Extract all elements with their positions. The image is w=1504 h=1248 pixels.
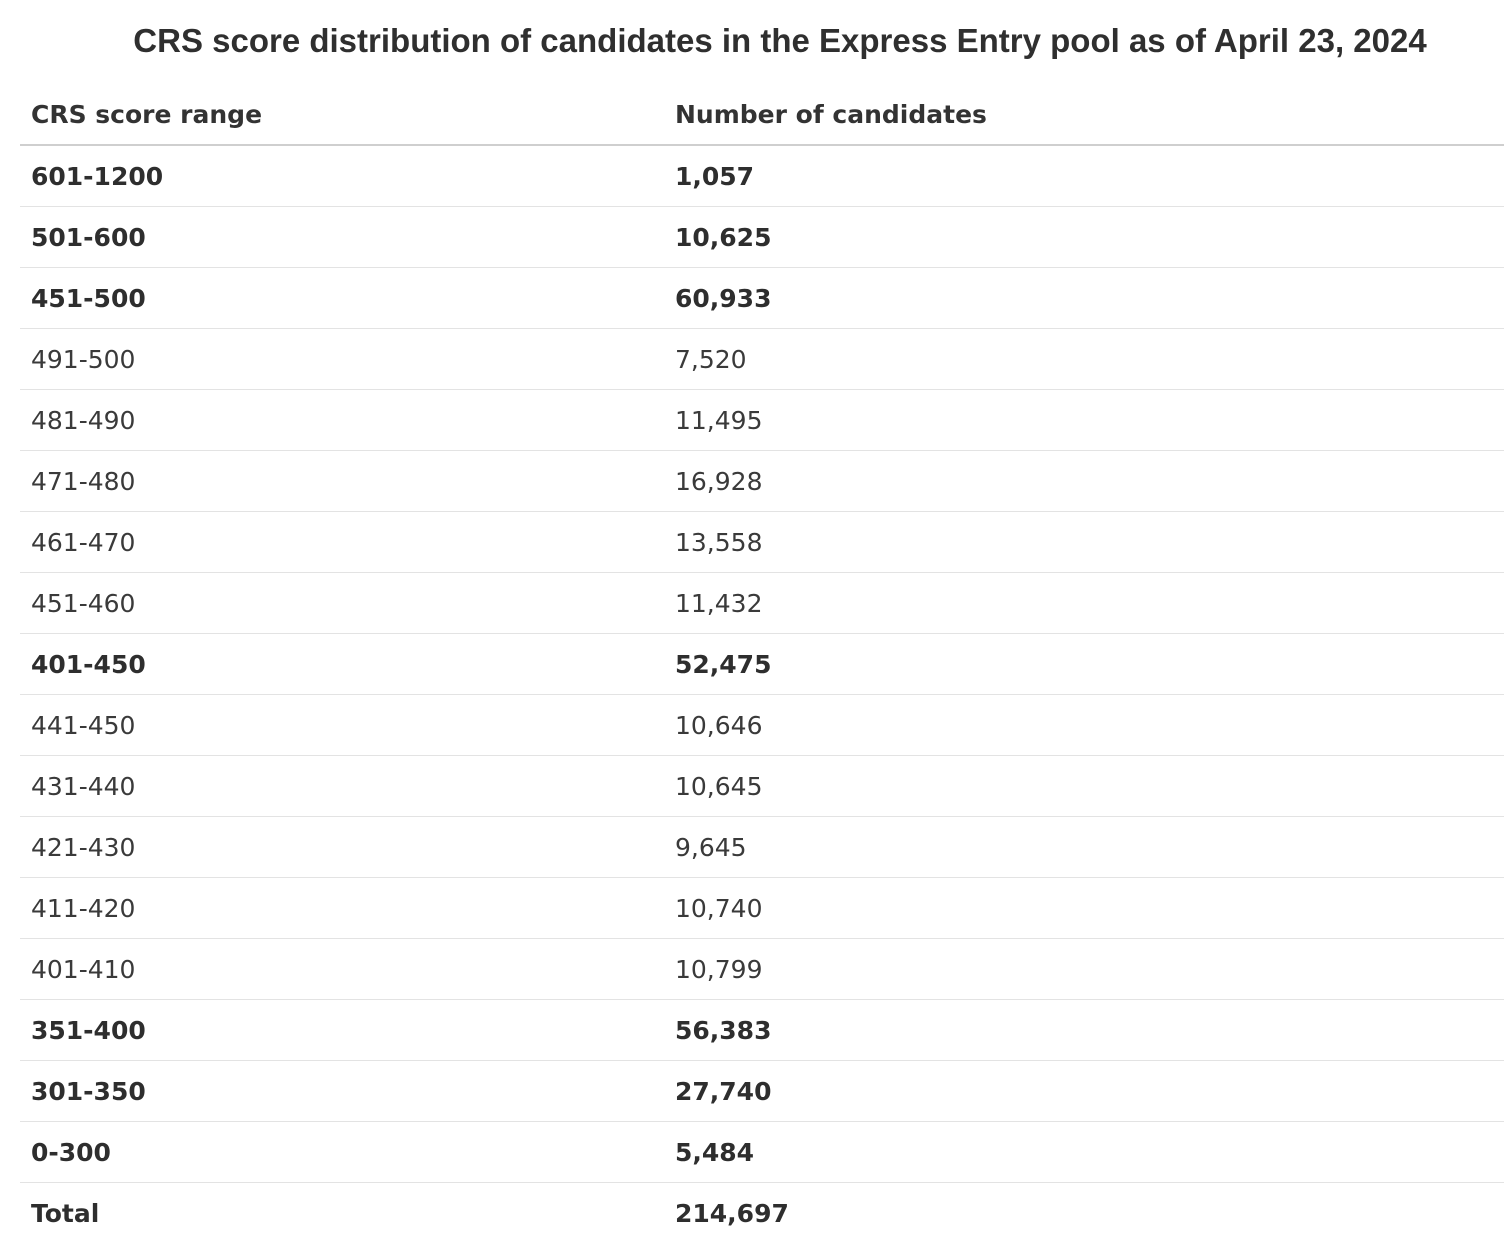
table-row: 301-350 27,740: [20, 1060, 1504, 1122]
table-row: 501-600 10,625: [20, 206, 1504, 268]
cell-score-range: 471-480: [20, 450, 664, 512]
cell-candidate-count: 214,697: [675, 1198, 789, 1228]
table-row: 471-480 16,928: [20, 450, 1504, 512]
table-row-total: Total 214,697: [20, 1183, 1504, 1244]
cell-candidate-count: 52,475: [664, 633, 1504, 695]
cell-candidate-count: 16,928: [664, 450, 1504, 512]
cell-score-range: 451-460: [20, 572, 664, 634]
table-row: 451-500 60,933: [20, 267, 1504, 329]
table-header-row: CRS score range Number of candidates: [20, 84, 1504, 146]
cell-candidate-count: 10,740: [664, 877, 1504, 939]
cell-candidate-count: 5,484: [664, 1121, 1504, 1183]
cell-score-range: 351-400: [20, 999, 664, 1061]
cell-score-range: 0-300: [20, 1121, 664, 1183]
cell-candidate-count: 1,057: [664, 145, 1504, 207]
cell-candidate-count: 10,645: [664, 755, 1504, 817]
cell-candidate-count: 27,740: [664, 1060, 1504, 1122]
table-header: CRS score range Number of candidates: [20, 84, 1504, 146]
cell-candidate-count: 11,432: [664, 572, 1504, 634]
table-row: 491-500 7,520: [20, 328, 1504, 390]
cell-score-range: 601-1200: [20, 145, 664, 207]
table-row: 351-400 56,383: [20, 999, 1504, 1061]
cell-score-range: 461-470: [20, 511, 664, 573]
table-row: 441-450 10,646: [20, 694, 1504, 756]
cell-candidate-count: 60,933: [664, 267, 1504, 329]
cell-score-range: 301-350: [20, 1060, 664, 1122]
table-row: 451-460 11,432: [20, 572, 1504, 634]
table-body: 601-1200 1,057 501-600 10,625 451-500 60,933 4…: [20, 145, 1504, 1243]
cell-score-range: 451-500: [20, 267, 664, 329]
cell-score-range: 501-600: [20, 206, 664, 268]
table-row: 0-300 5,484: [20, 1121, 1504, 1183]
cell-candidate-count: 56,383: [664, 999, 1504, 1061]
cell-candidate-count: 11,495: [664, 389, 1504, 451]
cell-score-range: 481-490: [20, 389, 664, 451]
table-row: 401-450 52,475: [20, 633, 1504, 695]
cell-candidate-count: 7,520: [664, 328, 1504, 390]
page-title: CRS score distribution of candidates in …: [133, 22, 1427, 59]
cell-candidate-count: 10,625: [664, 206, 1504, 268]
table-row: 461-470 13,558: [20, 511, 1504, 573]
table-row: 481-490 11,495: [20, 389, 1504, 451]
table-row: 601-1200 1,057: [20, 145, 1504, 207]
header-number-of-candidates: Number of candidates: [664, 84, 1504, 146]
cell-score-range: 401-450: [20, 633, 664, 695]
cell-score-range: 491-500: [20, 328, 664, 390]
crs-distribution-table-container: CRS score range Number of candidates 601…: [20, 84, 1504, 1243]
cell-score-range: 441-450: [20, 694, 664, 756]
cell-score-range: 421-430: [20, 816, 664, 878]
cell-score-range: 401-410: [20, 938, 664, 1000]
cell-candidate-count: 10,646: [664, 694, 1504, 756]
cell-score-range: Total: [31, 1198, 100, 1228]
cell-score-range: 431-440: [20, 755, 664, 817]
table-row: 401-410 10,799: [20, 938, 1504, 1000]
cell-candidate-count: 9,645: [664, 816, 1504, 878]
crs-distribution-table: CRS score range Number of candidates 601…: [20, 84, 1504, 1243]
table-row: 421-430 9,645: [20, 816, 1504, 878]
cell-candidate-count: 10,799: [664, 938, 1504, 1000]
cell-candidate-count: 13,558: [664, 511, 1504, 573]
cell-score-range: 411-420: [20, 877, 664, 939]
table-row: 411-420 10,740: [20, 877, 1504, 939]
table-row: 431-440 10,645: [20, 755, 1504, 817]
header-crs-score-range: CRS score range: [20, 84, 664, 146]
